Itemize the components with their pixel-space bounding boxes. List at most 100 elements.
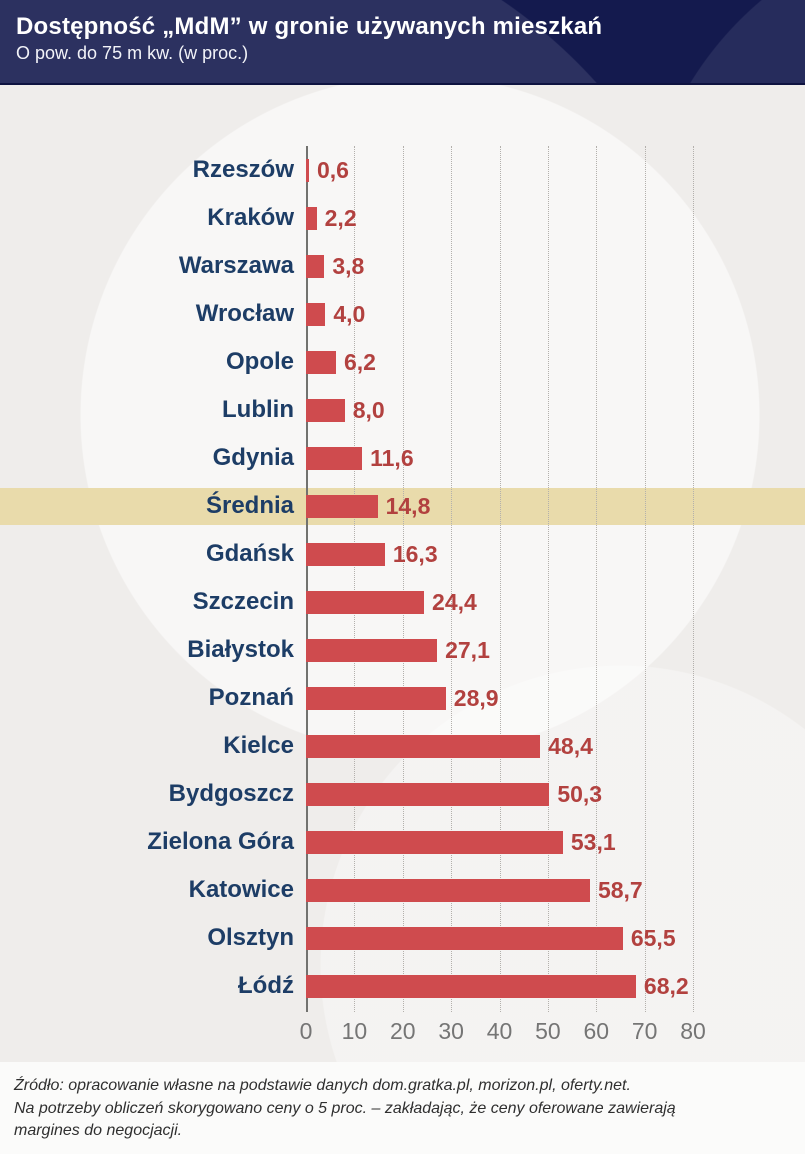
bar-row-average: Średnia 14,8	[0, 482, 805, 530]
bar	[306, 782, 550, 806]
category-label: Łódź	[238, 972, 294, 999]
bar-chart: Rzeszów 0,6 Kraków 2,2 Warszawa 3,8 Wrocław 4,0…	[0, 85, 805, 1062]
value-label: 65,5	[630, 924, 676, 951]
category-label: Wrocław	[195, 300, 294, 327]
bar	[306, 734, 541, 758]
gridline	[451, 146, 453, 1012]
category-label: Katowice	[188, 876, 294, 903]
bar	[306, 542, 385, 566]
bar-track: 11,6	[306, 434, 805, 482]
bar-row: Zielona Góra 53,1	[0, 818, 805, 866]
x-axis: 0 10 20 30 40 50 60 70 80	[0, 1018, 805, 1048]
source-note-line: Źródło: opracowanie własne na podstawie …	[14, 1077, 631, 1094]
bar-row: Kraków 2,2	[0, 194, 805, 242]
bar-track: 28,9	[306, 674, 805, 722]
page-subtitle: O pow. do 75 m kw. (w proc.)	[16, 42, 249, 63]
bar-track: 48,4	[306, 722, 805, 770]
bar-track: 27,1	[306, 626, 805, 674]
bar	[306, 878, 590, 902]
value-label: 14,8	[385, 492, 431, 519]
category-label: Bydgoszcz	[168, 780, 294, 807]
category-label: Warszawa	[178, 252, 294, 279]
category-label: Białystok	[187, 636, 294, 663]
bar	[306, 638, 438, 662]
category-label: Rzeszów	[192, 156, 294, 183]
header: Dostępność „MdM” w gronie używanych mies…	[0, 0, 805, 85]
zero-axis-line	[306, 146, 308, 1012]
category-label: Olsztyn	[207, 924, 294, 951]
category-label: Opole	[225, 348, 294, 375]
bar-row: Szczecin 24,4	[0, 578, 805, 626]
x-tick-label: 80	[680, 1018, 706, 1044]
bar-row: Olsztyn 65,5	[0, 914, 805, 962]
x-tick-label: 30	[438, 1018, 464, 1044]
x-tick-label: 70	[631, 1018, 658, 1044]
value-label: 0,6	[317, 156, 349, 183]
value-label: 27,1	[445, 636, 490, 663]
x-tick-label: 60	[583, 1018, 610, 1044]
bar-row: Gdańsk 16,3	[0, 530, 805, 578]
bar-row: Łódź 68,2	[0, 962, 805, 1010]
bar-row: Rzeszów 0,6	[0, 146, 805, 194]
bar-track: 24,4	[306, 578, 805, 626]
bar	[306, 158, 309, 182]
value-label: 8,0	[352, 396, 385, 423]
value-label: 11,6	[370, 444, 414, 471]
value-label: 3,8	[332, 252, 365, 279]
bar-track: 14,8	[306, 482, 805, 530]
gridline	[547, 146, 549, 1012]
value-label: 4,0	[333, 300, 366, 327]
value-label: 24,4	[432, 588, 477, 615]
bar-row: Wrocław 4,0	[0, 290, 805, 338]
bar-track: 6,2	[306, 338, 805, 386]
bar-row: Białystok 27,1	[0, 626, 805, 674]
bar-track: 4,0	[306, 290, 805, 338]
bar	[306, 926, 623, 950]
bar	[306, 254, 325, 278]
bar	[306, 974, 636, 998]
value-label: 50,3	[557, 780, 603, 807]
bar	[306, 830, 563, 854]
category-label: Lublin	[222, 396, 294, 423]
category-label: Zielona Góra	[147, 828, 294, 855]
bar-row: Bydgoszcz 50,3	[0, 770, 805, 818]
bar	[306, 590, 425, 614]
category-label: Poznań	[208, 684, 294, 711]
grid-layer	[0, 146, 805, 1012]
bar	[306, 398, 345, 422]
value-label: 28,9	[453, 684, 499, 711]
bar-row: Poznań 28,9	[0, 674, 805, 722]
category-label: Kraków	[207, 204, 294, 231]
source-note-line: Na potrzeby obliczeń skorygowano ceny o …	[14, 1099, 676, 1117]
gridline	[354, 146, 356, 1012]
value-label: 6,2	[343, 348, 376, 375]
bar	[306, 494, 378, 518]
category-label: Średnia	[205, 492, 294, 519]
bar-row: Lublin 8,0	[0, 386, 805, 434]
x-tick-label: 10	[341, 1018, 368, 1044]
bar-track: 3,8	[306, 242, 805, 290]
gridline	[499, 146, 501, 1012]
bar-track: 58,7	[306, 866, 805, 914]
bar-track: 65,5	[306, 914, 805, 962]
gridline	[402, 146, 404, 1012]
bar-track: 16,3	[306, 530, 805, 578]
category-label: Kielce	[223, 732, 294, 759]
bar	[306, 446, 363, 470]
bar-track: 53,1	[306, 818, 805, 866]
gridline	[644, 146, 646, 1012]
value-label: 68,2	[643, 972, 689, 999]
bar-row: Gdynia 11,6	[0, 434, 805, 482]
gridline	[693, 146, 694, 1012]
x-tick-label: 40	[486, 1018, 513, 1044]
bar-row: Warszawa 3,8	[0, 242, 805, 290]
bar-track: 50,3	[306, 770, 805, 818]
gridline	[596, 146, 598, 1012]
category-label: Gdynia	[212, 444, 294, 471]
bar	[306, 206, 317, 230]
category-label: Gdańsk	[205, 540, 294, 567]
bar-row: Opole 6,2	[0, 338, 805, 386]
bar-row: Kielce 48,4	[0, 722, 805, 770]
bar-track: 0,6	[306, 146, 805, 194]
